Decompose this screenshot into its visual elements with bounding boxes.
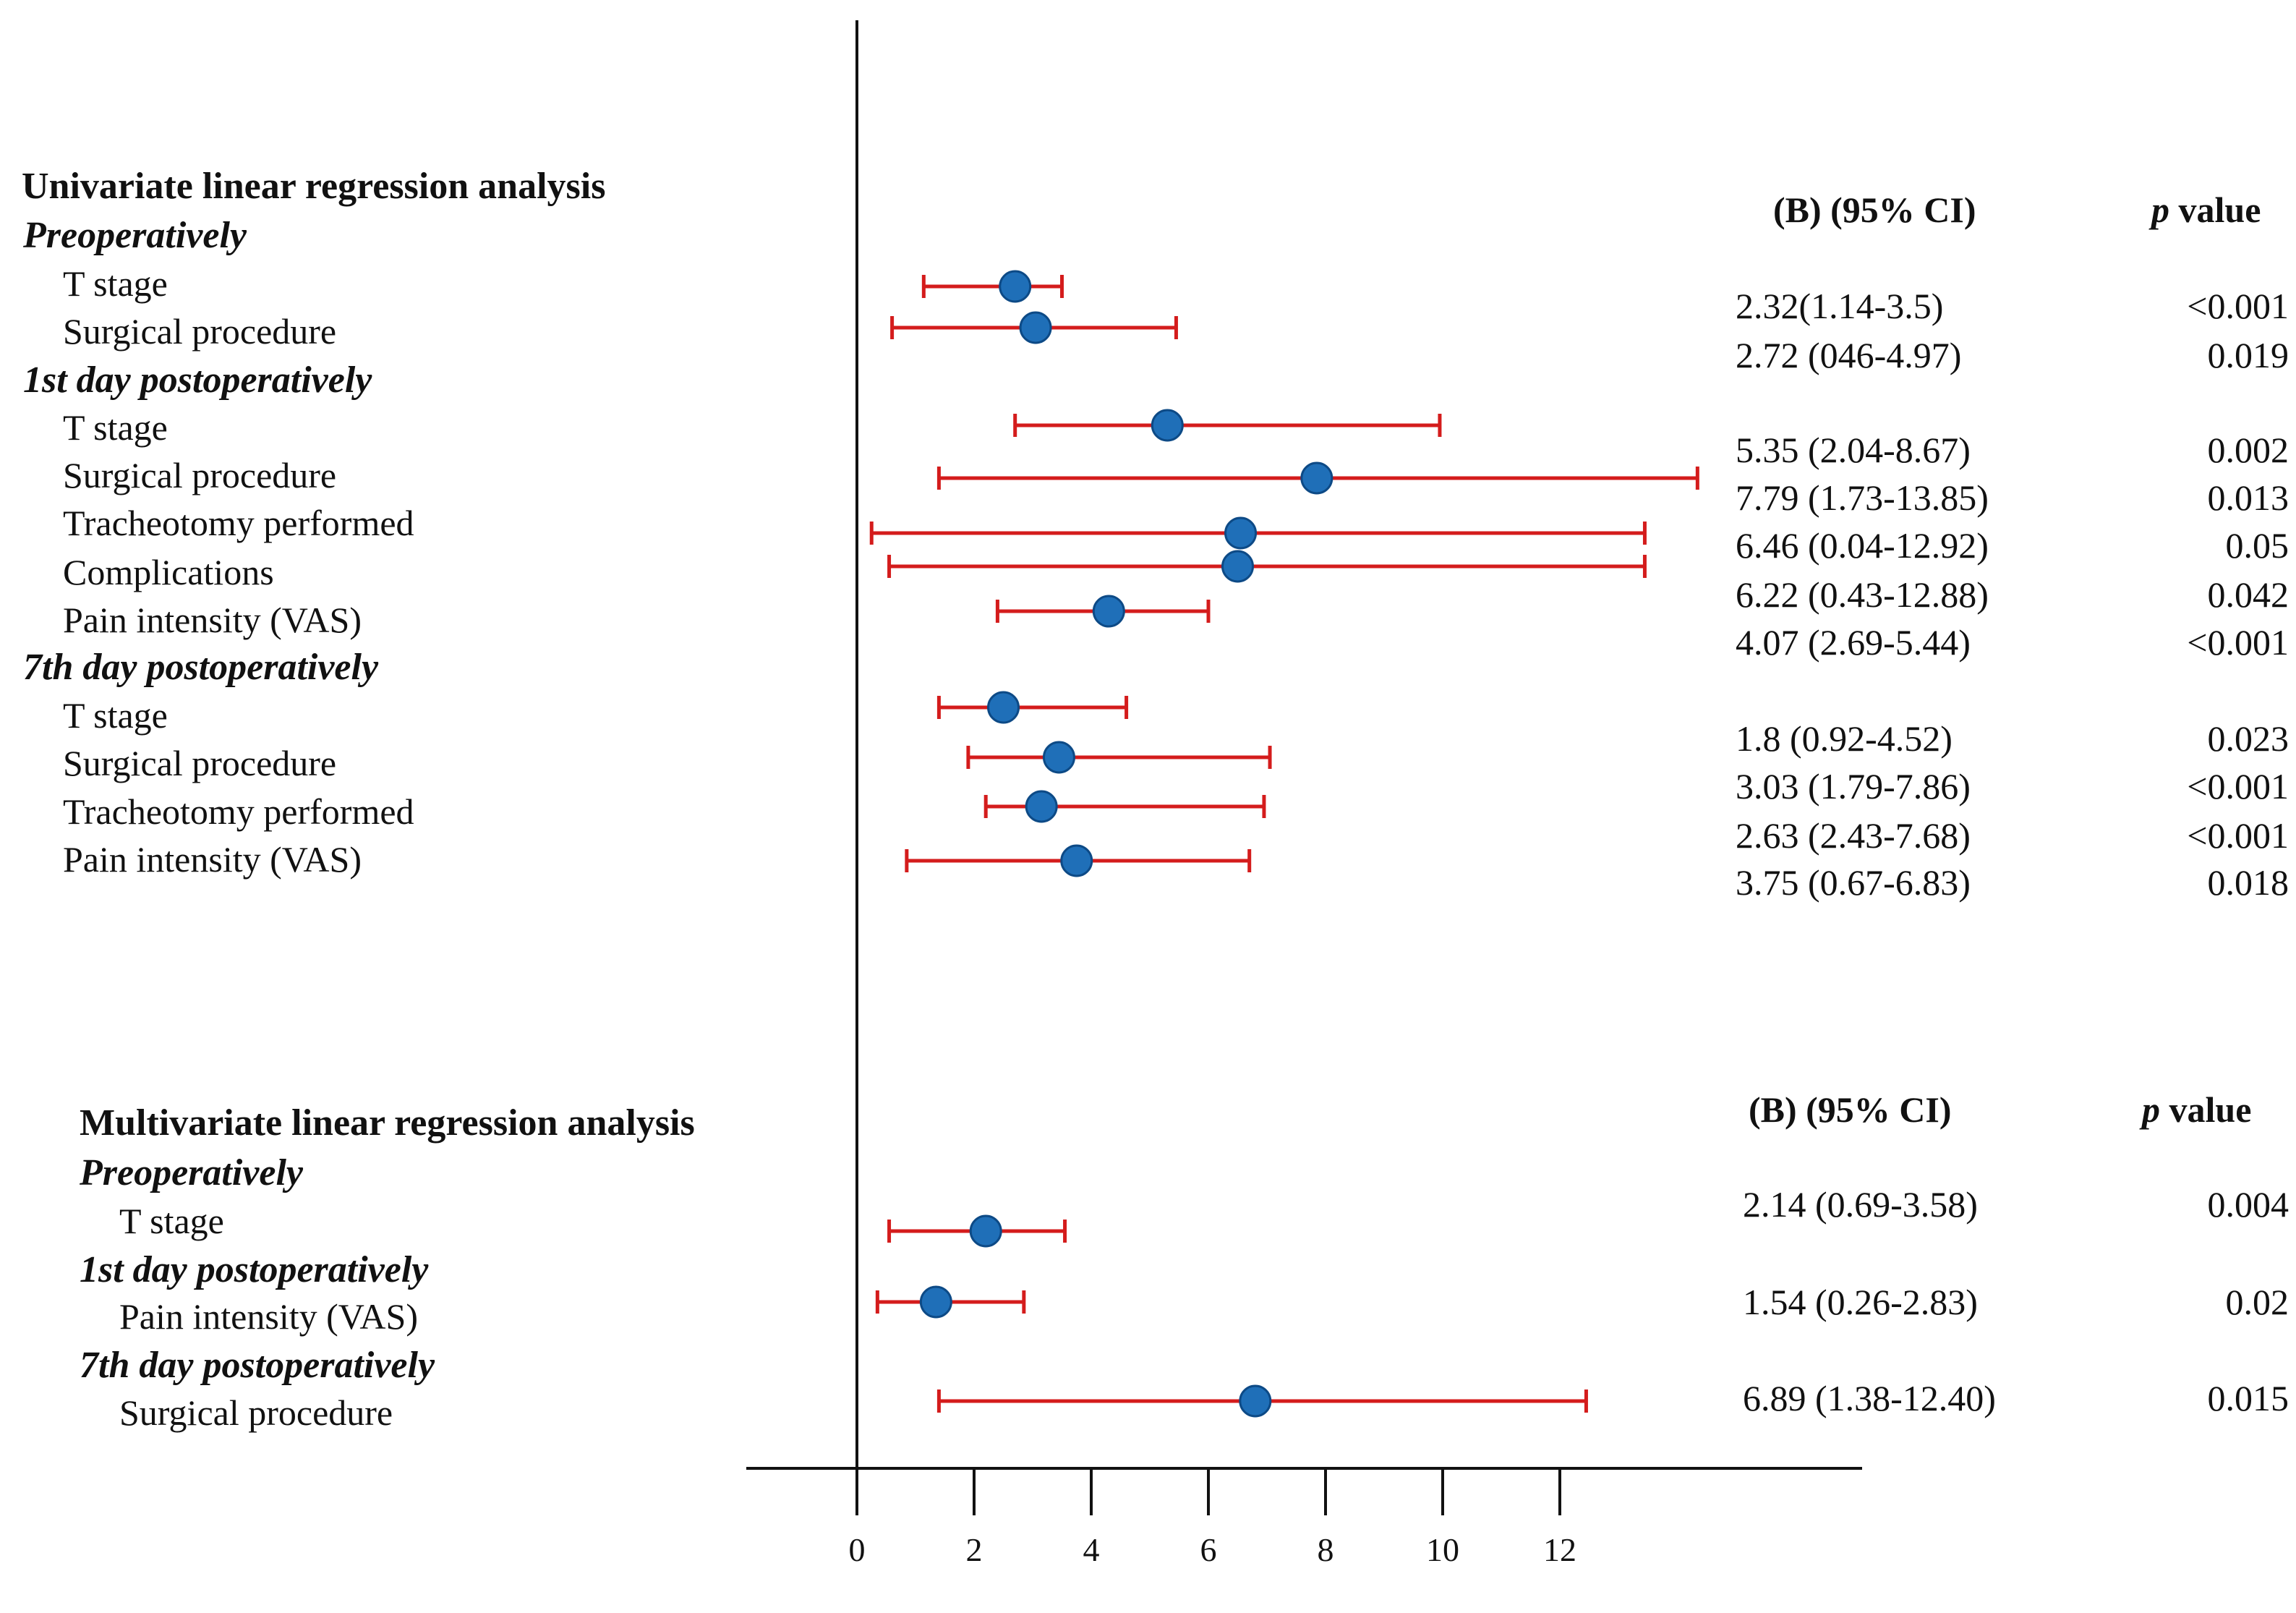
- estimate-point: [1042, 741, 1075, 774]
- column-header-estimate: (B) (95% CI): [1773, 190, 1976, 230]
- variable-label: Pain intensity (VAS): [63, 600, 362, 640]
- group-title: Preoperatively: [23, 215, 247, 256]
- variable-label: Surgical procedure: [63, 311, 337, 352]
- column-header-p-value: p value: [2151, 190, 2261, 230]
- variable-label: T stage: [63, 263, 168, 304]
- variable-label: Pain intensity (VAS): [119, 1296, 418, 1337]
- p-value: <0.001: [2187, 815, 2289, 856]
- group-title: 1st day postoperatively: [80, 1249, 429, 1290]
- x-tick-label: 12: [1543, 1531, 1576, 1568]
- p-value: 0.013: [2207, 477, 2289, 518]
- estimate-value: 1.8 (0.92-4.52): [1736, 718, 1953, 759]
- section-title: Univariate linear regression analysis: [22, 166, 606, 207]
- variable-label: Surgical procedure: [63, 743, 337, 783]
- estimate-value: 6.89 (1.38-12.40): [1743, 1378, 1996, 1418]
- p-value: 0.019: [2207, 335, 2289, 375]
- estimate-point: [1060, 844, 1093, 877]
- estimate-value: 2.72 (046-4.97): [1736, 335, 1962, 375]
- group-title: 7th day postoperatively: [80, 1345, 435, 1386]
- p-value: 0.015: [2207, 1378, 2289, 1418]
- p-value: 0.02: [2225, 1282, 2289, 1322]
- section-title: Multivariate linear regression analysis: [80, 1102, 695, 1144]
- x-tick-label: 8: [1317, 1531, 1334, 1568]
- estimate-value: 4.07 (2.69-5.44): [1736, 622, 1971, 663]
- estimate-value: 2.14 (0.69-3.58): [1743, 1184, 1978, 1225]
- column-header-p-value: p value: [2142, 1089, 2252, 1130]
- variable-label: Surgical procedure: [63, 455, 337, 495]
- p-value: 0.042: [2207, 574, 2289, 615]
- group-title: Preoperatively: [80, 1152, 303, 1193]
- variable-label: Surgical procedure: [119, 1392, 393, 1433]
- estimate-value: 6.22 (0.43-12.88): [1736, 574, 1989, 615]
- estimate-point: [969, 1214, 1002, 1248]
- estimate-point: [1092, 595, 1125, 628]
- estimate-point: [1019, 311, 1052, 344]
- column-header-estimate: (B) (95% CI): [1749, 1089, 1952, 1130]
- p-value: 0.018: [2207, 862, 2289, 903]
- estimate-value: 3.75 (0.67-6.83): [1736, 862, 1971, 903]
- variable-label: Complications: [63, 552, 274, 592]
- p-value: 0.004: [2207, 1184, 2289, 1225]
- estimate-point: [919, 1285, 952, 1319]
- x-tick-label: 0: [848, 1531, 866, 1568]
- p-value: 0.023: [2207, 718, 2289, 759]
- estimate-value: 1.54 (0.26-2.83): [1743, 1282, 1978, 1322]
- variable-label: T stage: [63, 695, 168, 736]
- estimate-point: [1151, 409, 1184, 442]
- x-tick-label: 4: [1083, 1531, 1100, 1568]
- p-value: 0.05: [2225, 525, 2289, 566]
- group-title: 7th day postoperatively: [23, 647, 379, 688]
- estimate-value: 7.79 (1.73-13.85): [1736, 477, 1989, 518]
- group-title: 1st day postoperatively: [23, 359, 372, 401]
- estimate-value: 5.35 (2.04-8.67): [1736, 430, 1971, 470]
- variable-label: T stage: [119, 1201, 224, 1241]
- estimate-point: [1025, 790, 1058, 823]
- p-value: 0.002: [2207, 430, 2289, 470]
- x-tick-label: 10: [1426, 1531, 1459, 1568]
- estimate-point: [1300, 461, 1333, 495]
- estimate-value: 2.32(1.14-3.5): [1736, 286, 1944, 326]
- estimate-point: [1224, 516, 1258, 550]
- estimate-value: 3.03 (1.79-7.86): [1736, 766, 1971, 806]
- estimate-point: [999, 270, 1032, 303]
- estimate-point: [987, 691, 1020, 724]
- variable-label: T stage: [63, 407, 168, 448]
- variable-label: Tracheotomy performed: [63, 503, 414, 543]
- variable-label: Tracheotomy performed: [63, 791, 414, 832]
- estimate-value: 2.63 (2.43-7.68): [1736, 815, 1971, 856]
- p-value: <0.001: [2187, 622, 2289, 663]
- estimate-value: 6.46 (0.04-12.92): [1736, 525, 1989, 566]
- p-value: <0.001: [2187, 286, 2289, 326]
- estimate-point: [1221, 550, 1254, 583]
- x-tick-label: 6: [1200, 1531, 1217, 1568]
- x-tick-label: 2: [965, 1531, 983, 1568]
- variable-label: Pain intensity (VAS): [63, 839, 362, 880]
- p-value: <0.001: [2187, 766, 2289, 806]
- estimate-point: [1239, 1384, 1272, 1418]
